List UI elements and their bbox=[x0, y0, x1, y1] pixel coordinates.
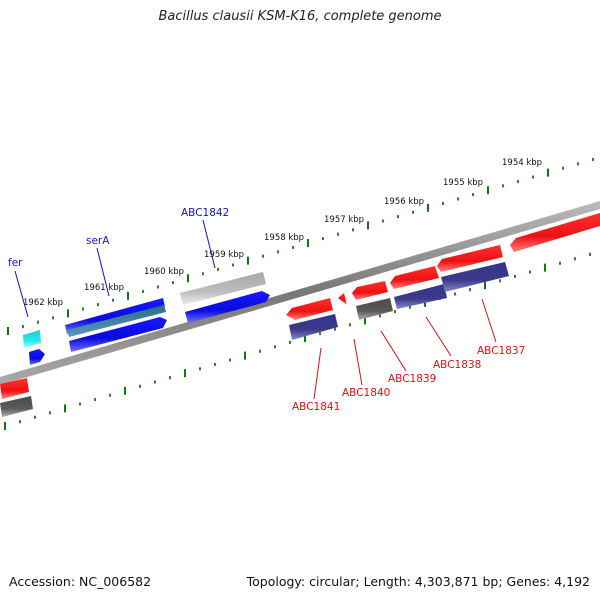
tick-labels: 1962 kbp 1961 kbp 1960 kbp 1959 kbp 1958… bbox=[23, 158, 542, 308]
accession-text: Accession: NC_006582 bbox=[9, 574, 152, 589]
gene-ABC1837-navy bbox=[441, 262, 509, 292]
gene-labels: fer serA ABC1842 ABC1841 ABC1840 ABC1839… bbox=[8, 207, 525, 413]
genome-summary-text: Topology: circular; Length: 4,303,871 bp… bbox=[246, 574, 590, 589]
leader-ABC1838 bbox=[425, 316, 452, 357]
tick-label-1956: 1956 kbp bbox=[384, 197, 424, 207]
tick-label-1959: 1959 kbp bbox=[204, 250, 244, 260]
leader-ABC1840 bbox=[353, 338, 363, 386]
gene-ABC1838-navy bbox=[394, 284, 447, 309]
gene-fer-blue bbox=[29, 349, 45, 365]
gene-fer-cyan bbox=[23, 330, 41, 348]
gene-label-fer: fer bbox=[8, 257, 23, 269]
genome-backbone bbox=[0, 201, 600, 385]
gene-ABC1841-navy bbox=[289, 314, 338, 340]
tick-label-1960: 1960 kbp bbox=[144, 267, 184, 277]
tick-label-1957: 1957 kbp bbox=[324, 215, 364, 225]
gene-left-red bbox=[0, 378, 29, 399]
tick-label-1961: 1961 kbp bbox=[84, 283, 124, 293]
forward-strand-genes bbox=[23, 272, 444, 365]
gene-ABC1842-blue bbox=[185, 291, 270, 323]
gene-serA-teal bbox=[67, 305, 166, 337]
reverse-strand-genes bbox=[0, 213, 600, 417]
gene-label-ABC1837: ABC1837 bbox=[477, 345, 525, 357]
gene-ABC1839-gray bbox=[356, 298, 393, 320]
gene-ABC1839-red bbox=[352, 281, 388, 300]
gene-ABC1842-gray bbox=[180, 272, 266, 305]
tick-label-1958: 1958 kbp bbox=[264, 233, 304, 243]
gene-label-serA: serA bbox=[86, 235, 110, 247]
leader-ABC1839 bbox=[380, 330, 407, 372]
gene-label-ABC1839: ABC1839 bbox=[388, 373, 436, 385]
upper-tick-track bbox=[7, 157, 594, 335]
gene-label-leaders bbox=[14, 219, 497, 400]
gene-ABC1838-red-a bbox=[390, 266, 439, 289]
gene-ABC1838-red-b bbox=[437, 245, 503, 272]
gene-left-gray bbox=[0, 396, 33, 417]
gene-label-ABC1840: ABC1840 bbox=[342, 387, 390, 399]
gene-label-ABC1842: ABC1842 bbox=[181, 207, 229, 219]
leader-ABC1841 bbox=[313, 347, 322, 400]
leader-ABC1842 bbox=[202, 219, 216, 269]
gene-label-ABC1838: ABC1838 bbox=[433, 359, 481, 371]
map-title: Bacillus clausii KSM-K16, complete genom… bbox=[158, 9, 442, 24]
leader-ABC1837 bbox=[481, 298, 497, 343]
leader-fer bbox=[14, 270, 29, 318]
gene-label-ABC1841: ABC1841 bbox=[292, 401, 340, 413]
gene-ABC1837-red bbox=[510, 213, 600, 252]
gene-serA-lower bbox=[69, 317, 167, 352]
gene-ABC1841-red bbox=[286, 298, 333, 320]
tick-label-1962: 1962 kbp bbox=[23, 298, 63, 308]
tick-label-1954: 1954 kbp bbox=[502, 158, 542, 168]
leader-serA bbox=[96, 247, 110, 297]
gene-ABC1840-red bbox=[338, 293, 347, 305]
tick-label-1955: 1955 kbp bbox=[443, 178, 483, 188]
